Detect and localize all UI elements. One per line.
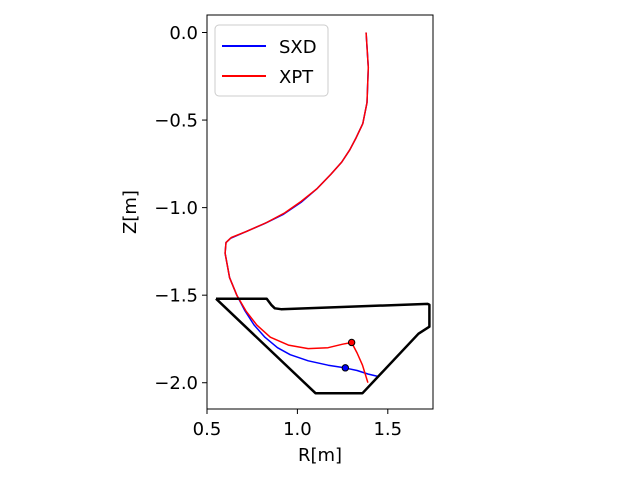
series-line-xpt <box>224 32 370 383</box>
y-tick-label: −2.0 <box>154 373 198 394</box>
legend: SXD XPT <box>214 24 329 97</box>
y-axis-label: Z[m] <box>120 190 141 234</box>
axes-frame <box>206 14 434 410</box>
plot-area <box>215 32 431 395</box>
legend-xpt-label: XPT <box>279 67 314 88</box>
legend-box <box>214 24 329 97</box>
x-tick-label: 0.5 <box>193 419 222 440</box>
series-line-wall <box>215 297 431 395</box>
y-tick-label: −0.5 <box>154 111 198 132</box>
y-tick-label: −1.5 <box>154 286 198 307</box>
legend-sxd-label: SXD <box>279 37 317 58</box>
y-tick-label: −1.0 <box>154 198 198 219</box>
xpoint-marker-xpt <box>347 338 356 347</box>
xpoint-marker-sxd <box>341 364 350 372</box>
x-tick-label: 1.5 <box>373 419 402 440</box>
x-axis-label: R[m] <box>298 445 342 466</box>
x-tick-label: 1.0 <box>283 419 312 440</box>
x-axis: 0.5 1.0 1.5 <box>193 409 402 440</box>
y-tick-label: 0.0 <box>169 23 198 44</box>
y-axis: 0.0 −0.5 −1.0 −1.5 −2.0 <box>154 23 207 394</box>
